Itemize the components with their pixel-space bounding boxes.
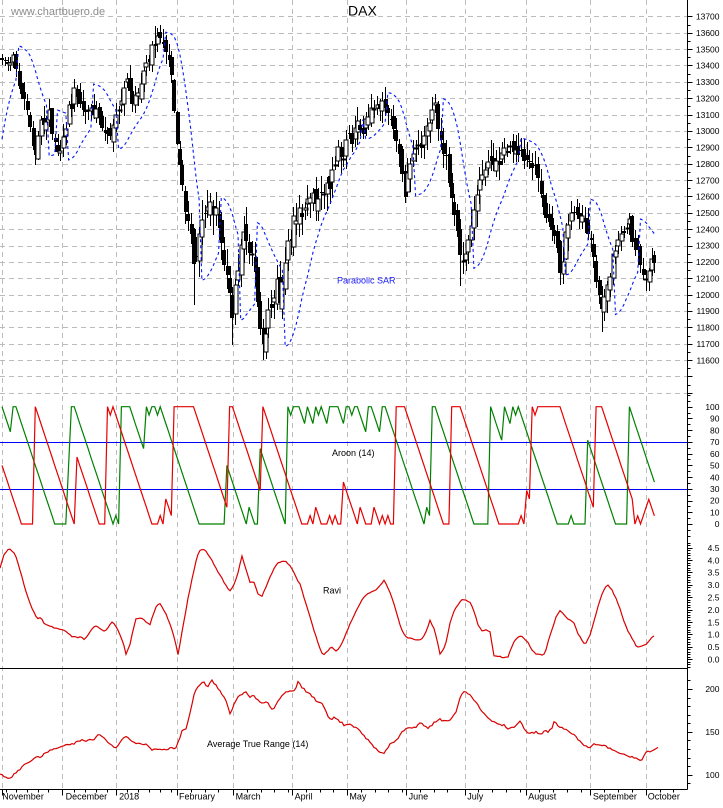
svg-text:50: 50 (710, 461, 720, 471)
svg-text:11800: 11800 (696, 323, 719, 333)
svg-text:February: February (179, 792, 216, 802)
svg-text:March: March (236, 792, 261, 802)
svg-text:11900: 11900 (696, 306, 719, 316)
svg-text:DAX: DAX (348, 3, 377, 19)
svg-text:3.0: 3.0 (708, 580, 720, 590)
svg-text:December: December (66, 792, 108, 802)
svg-text:Aroon (14): Aroon (14) (332, 448, 375, 458)
svg-text:12800: 12800 (696, 159, 720, 169)
svg-text:www.chartbuero.de: www.chartbuero.de (10, 6, 105, 18)
svg-text:Parabolic SAR: Parabolic SAR (337, 276, 396, 286)
svg-text:60: 60 (710, 449, 720, 459)
svg-text:11600: 11600 (696, 355, 719, 365)
svg-text:100: 100 (705, 402, 719, 412)
svg-text:80: 80 (710, 425, 720, 435)
svg-text:August: August (528, 792, 557, 802)
svg-text:12400: 12400 (696, 224, 720, 234)
svg-text:July: July (467, 792, 484, 802)
svg-text:3.5: 3.5 (708, 568, 720, 578)
svg-text:1.5: 1.5 (708, 617, 720, 627)
svg-text:30: 30 (710, 484, 720, 494)
svg-text:12900: 12900 (696, 143, 720, 153)
svg-text:Average True Range (14): Average True Range (14) (207, 739, 308, 749)
svg-text:June: June (409, 792, 429, 802)
svg-text:May: May (349, 792, 367, 802)
svg-text:40: 40 (710, 472, 720, 482)
svg-text:April: April (295, 792, 313, 802)
svg-text:2018: 2018 (119, 792, 139, 802)
svg-text:12500: 12500 (696, 208, 720, 218)
svg-text:2.5: 2.5 (708, 593, 720, 603)
svg-text:13500: 13500 (696, 44, 720, 54)
svg-text:13300: 13300 (696, 77, 720, 87)
svg-text:12000: 12000 (696, 290, 720, 300)
svg-text:0.5: 0.5 (708, 642, 720, 652)
svg-text:13700: 13700 (696, 12, 720, 22)
svg-text:200: 200 (705, 684, 719, 694)
svg-text:12600: 12600 (696, 192, 720, 202)
svg-text:150: 150 (705, 727, 719, 737)
svg-text:0: 0 (715, 519, 720, 529)
svg-text:September: September (593, 792, 637, 802)
svg-text:1.0: 1.0 (708, 630, 720, 640)
svg-text:10: 10 (710, 508, 720, 518)
svg-text:4.0: 4.0 (708, 555, 720, 565)
svg-text:October: October (648, 792, 680, 802)
svg-text:Ravi: Ravi (323, 586, 341, 596)
svg-text:2.0: 2.0 (708, 605, 720, 615)
svg-text:13400: 13400 (696, 61, 720, 71)
svg-text:12200: 12200 (696, 257, 720, 267)
svg-text:November: November (2, 792, 44, 802)
svg-text:100: 100 (705, 770, 719, 780)
svg-text:13100: 13100 (696, 110, 720, 120)
svg-text:12100: 12100 (696, 274, 720, 284)
svg-text:4.5: 4.5 (708, 543, 720, 553)
svg-text:20: 20 (710, 496, 720, 506)
svg-text:70: 70 (710, 437, 720, 447)
svg-text:11700: 11700 (696, 339, 719, 349)
svg-text:13000: 13000 (696, 126, 720, 136)
svg-text:12700: 12700 (696, 175, 720, 185)
svg-text:90: 90 (710, 414, 720, 424)
svg-text:13200: 13200 (696, 93, 720, 103)
svg-text:13600: 13600 (696, 28, 720, 38)
svg-text:12300: 12300 (696, 241, 720, 251)
svg-text:0.0: 0.0 (708, 655, 720, 665)
